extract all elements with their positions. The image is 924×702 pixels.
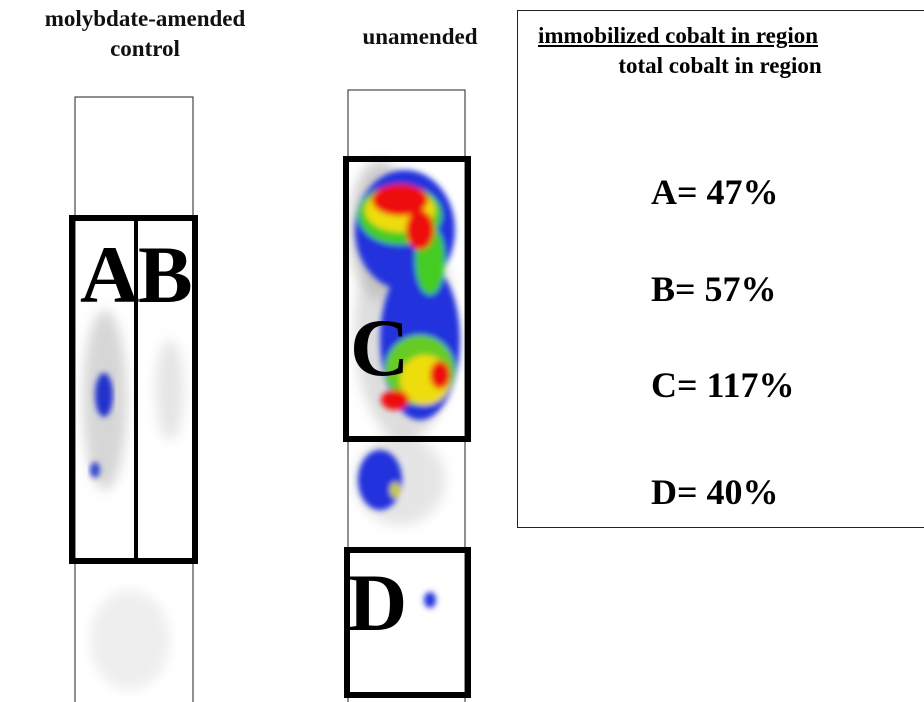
result: B= 57% xyxy=(651,268,777,310)
region-label: B xyxy=(138,229,193,320)
result: A= 47% xyxy=(651,171,779,213)
numerator: immobilized cobalt in region xyxy=(538,23,818,49)
region-label: D xyxy=(348,557,407,648)
figure: A B C D molybdate-amende xyxy=(0,0,924,702)
result: D= 40% xyxy=(651,471,779,513)
legend-box: immobilized cobalt in region total cobal… xyxy=(517,10,924,528)
denominator: total cobalt in region xyxy=(518,53,922,79)
region-label: C xyxy=(350,302,409,393)
panel-title: molybdate-amended control xyxy=(20,4,270,64)
result: C= 117% xyxy=(651,364,795,406)
panel-title: unamended xyxy=(330,22,510,52)
region-label: A xyxy=(80,229,139,320)
